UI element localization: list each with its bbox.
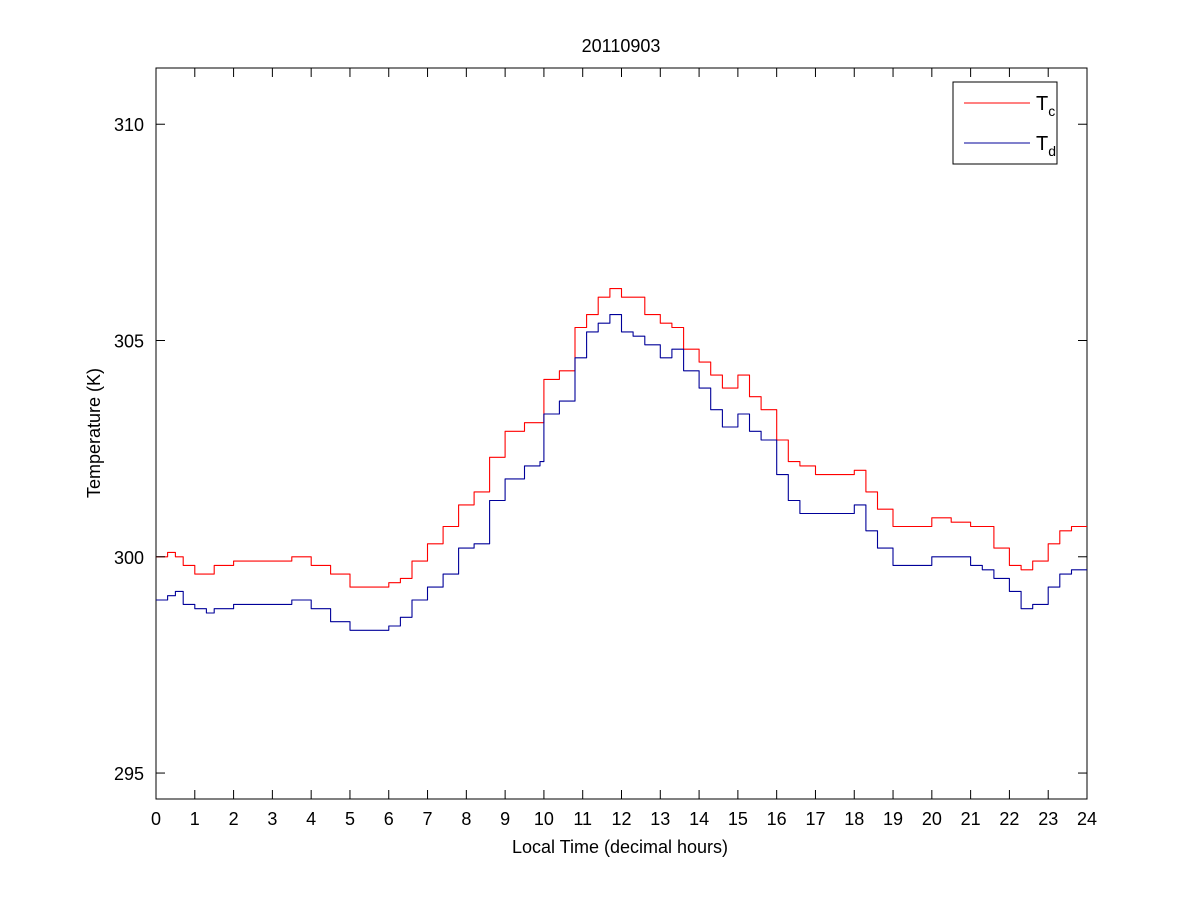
legend-label-tc-subscript: c	[1048, 103, 1055, 119]
x-tick-label: 10	[534, 809, 554, 829]
series-line-tc	[156, 288, 1087, 588]
y-axis: 295 300 305 310	[114, 115, 1087, 784]
x-tick-label: 4	[306, 809, 316, 829]
legend-box	[952, 81, 1058, 165]
x-tick-label: 21	[961, 809, 981, 829]
plot-frame	[155, 67, 1088, 800]
y-tick-label: 295	[114, 764, 144, 784]
x-tick-label: 9	[500, 809, 510, 829]
x-tick-label: 8	[461, 809, 471, 829]
x-tick-label: 5	[345, 809, 355, 829]
x-tick-label: 0	[151, 809, 161, 829]
x-tick-label: 2	[229, 809, 239, 829]
x-tick-label: 22	[999, 809, 1019, 829]
legend: Tc Td	[952, 81, 1058, 165]
x-tick-label: 3	[267, 809, 277, 829]
x-tick-label: 18	[844, 809, 864, 829]
x-tick-label: 12	[611, 809, 631, 829]
x-tick-label: 17	[805, 809, 825, 829]
legend-label-td: Td	[1036, 133, 1056, 159]
y-tick-label: 310	[114, 115, 144, 135]
x-tick-label: 19	[883, 809, 903, 829]
x-tick-label: 1	[190, 809, 200, 829]
plot-area: 0 1 2 3 4 5 6 7 8 9 10 11 12 13 14 15 16 17 18 19 20 21 22 23 24…	[114, 67, 1097, 829]
legend-label-td-name: T	[1036, 133, 1048, 155]
x-axis-label: Local Time (decimal hours)	[512, 837, 728, 857]
x-axis: 0 1 2 3 4 5 6 7 8 9 10 11 12 13 14 15 16 17 18 19 20 21 22 23 24	[151, 68, 1097, 829]
series-line-td	[156, 314, 1087, 631]
y-tick-label: 300	[114, 548, 144, 568]
x-tick-label: 15	[728, 809, 748, 829]
x-tick-label: 23	[1038, 809, 1058, 829]
x-tick-label: 7	[423, 809, 433, 829]
x-tick-label: 20	[922, 809, 942, 829]
legend-label-tc: Tc	[1036, 93, 1055, 119]
x-tick-label: 24	[1077, 809, 1097, 829]
chart-title: 20110903	[582, 36, 661, 56]
x-tick-label: 13	[650, 809, 670, 829]
legend-label-td-subscript: d	[1048, 143, 1056, 159]
y-axis-label: Temperature (K)	[84, 368, 104, 498]
x-tick-label: 11	[573, 809, 592, 829]
series-layer	[156, 288, 1087, 631]
x-tick-label: 14	[689, 809, 709, 829]
y-tick-label: 305	[114, 332, 144, 352]
legend-label-tc-name: T	[1036, 93, 1048, 115]
x-tick-label: 6	[384, 809, 394, 829]
x-tick-label: 16	[767, 809, 787, 829]
